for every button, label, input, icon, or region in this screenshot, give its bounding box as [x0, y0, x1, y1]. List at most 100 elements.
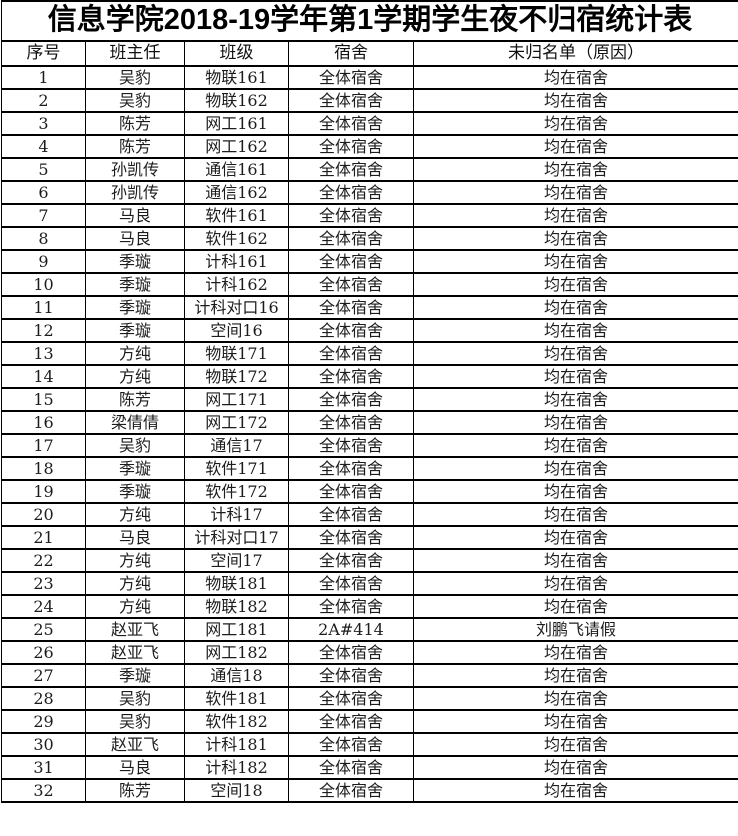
cell-absent-list: 均在宿舍 — [412, 88, 738, 113]
cell-absent-list: 均在宿舍 — [412, 65, 738, 90]
cell-index: 22 — [1, 548, 86, 573]
cell-dorm: 全体宿舍 — [288, 180, 414, 205]
cell-index: 14 — [1, 364, 86, 389]
table-row: 18 季璇 软件171 全体宿舍 均在宿舍 — [1, 456, 738, 481]
table-row: 16 梁倩倩 网工172 全体宿舍 均在宿舍 — [1, 410, 738, 435]
cell-dorm: 全体宿舍 — [288, 525, 414, 550]
column-header-teacher: 班主任 — [85, 40, 185, 67]
cell-dorm: 全体宿舍 — [288, 157, 414, 182]
cell-index: 3 — [1, 111, 86, 136]
cell-index: 15 — [1, 387, 86, 412]
cell-absent-list: 均在宿舍 — [412, 525, 738, 550]
cell-absent-list: 均在宿舍 — [412, 594, 738, 619]
cell-teacher: 吴豹 — [85, 65, 185, 90]
table-row: 31 马良 计科182 全体宿舍 均在宿舍 — [1, 755, 738, 780]
cell-index: 4 — [1, 134, 86, 159]
cell-teacher: 方纯 — [85, 341, 185, 366]
cell-dorm: 全体宿舍 — [288, 134, 414, 159]
cell-dorm: 全体宿舍 — [288, 318, 414, 343]
cell-class: 物联171 — [184, 341, 289, 366]
cell-class: 物联161 — [184, 65, 289, 90]
cell-dorm: 全体宿舍 — [288, 479, 414, 504]
cell-teacher: 方纯 — [85, 594, 185, 619]
table-row: 30 赵亚飞 计科181 全体宿舍 均在宿舍 — [1, 732, 738, 757]
cell-absent-list: 均在宿舍 — [412, 272, 738, 297]
cell-index: 12 — [1, 318, 86, 343]
cell-dorm: 全体宿舍 — [288, 364, 414, 389]
cell-class: 网工181 — [184, 617, 289, 642]
cell-index: 2 — [1, 88, 86, 113]
table-row: 7 马良 软件161 全体宿舍 均在宿舍 — [1, 203, 738, 228]
cell-class: 软件181 — [184, 686, 289, 711]
cell-class: 物联181 — [184, 571, 289, 596]
table-row: 23 方纯 物联181 全体宿舍 均在宿舍 — [1, 571, 738, 596]
cell-teacher: 马良 — [85, 755, 185, 780]
cell-teacher: 马良 — [85, 525, 185, 550]
table-row: 8 马良 软件162 全体宿舍 均在宿舍 — [1, 226, 738, 251]
cell-absent-list: 均在宿舍 — [412, 226, 738, 251]
table-row: 9 季璇 计科161 全体宿舍 均在宿舍 — [1, 249, 738, 274]
cell-index: 19 — [1, 479, 86, 504]
cell-teacher: 陈芳 — [85, 111, 185, 136]
table-row: 10 季璇 计科162 全体宿舍 均在宿舍 — [1, 272, 738, 297]
cell-index: 18 — [1, 456, 86, 481]
table-row: 25 赵亚飞 网工181 2A#414 刘鹏飞请假 — [1, 617, 738, 642]
cell-teacher: 陈芳 — [85, 134, 185, 159]
cell-dorm: 全体宿舍 — [288, 709, 414, 734]
cell-absent-list: 刘鹏飞请假 — [412, 617, 738, 642]
cell-dorm: 全体宿舍 — [288, 433, 414, 458]
dorm-stats-table: 信息学院2018-19学年第1学期学生夜不归宿统计表 序号 班主任 班级 宿舍 … — [0, 0, 738, 803]
cell-teacher: 马良 — [85, 203, 185, 228]
cell-class: 空间16 — [184, 318, 289, 343]
table-row: 4 陈芳 网工162 全体宿舍 均在宿舍 — [1, 134, 738, 159]
cell-teacher: 方纯 — [85, 548, 185, 573]
cell-dorm: 全体宿舍 — [288, 111, 414, 136]
cell-absent-list: 均在宿舍 — [412, 640, 738, 665]
cell-absent-list: 均在宿舍 — [412, 180, 738, 205]
table-row: 1 吴豹 物联161 全体宿舍 均在宿舍 — [1, 65, 738, 90]
cell-absent-list: 均在宿舍 — [412, 111, 738, 136]
cell-teacher: 季璇 — [85, 295, 185, 320]
cell-class: 通信161 — [184, 157, 289, 182]
table-row: 3 陈芳 网工161 全体宿舍 均在宿舍 — [1, 111, 738, 136]
table-row: 15 陈芳 网工171 全体宿舍 均在宿舍 — [1, 387, 738, 412]
cell-teacher: 季璇 — [85, 456, 185, 481]
cell-class: 计科对口16 — [184, 295, 289, 320]
cell-index: 7 — [1, 203, 86, 228]
cell-teacher: 孙凯传 — [85, 157, 185, 182]
cell-teacher: 季璇 — [85, 479, 185, 504]
cell-index: 13 — [1, 341, 86, 366]
cell-class: 物联182 — [184, 594, 289, 619]
table-row: 22 方纯 空间17 全体宿舍 均在宿舍 — [1, 548, 738, 573]
cell-absent-list: 均在宿舍 — [412, 502, 738, 527]
table-row: 26 赵亚飞 网工182 全体宿舍 均在宿舍 — [1, 640, 738, 665]
cell-dorm: 全体宿舍 — [288, 410, 414, 435]
column-header-absent-list: 未归名单（原因） — [412, 40, 738, 67]
cell-dorm: 全体宿舍 — [288, 502, 414, 527]
cell-class: 网工172 — [184, 410, 289, 435]
table-row: 20 方纯 计科17 全体宿舍 均在宿舍 — [1, 502, 738, 527]
table-row: 17 吴豹 通信17 全体宿舍 均在宿舍 — [1, 433, 738, 458]
table-row: 14 方纯 物联172 全体宿舍 均在宿舍 — [1, 364, 738, 389]
cell-dorm: 全体宿舍 — [288, 295, 414, 320]
cell-dorm: 全体宿舍 — [288, 226, 414, 251]
cell-dorm: 全体宿舍 — [288, 640, 414, 665]
cell-dorm: 全体宿舍 — [288, 249, 414, 274]
cell-absent-list: 均在宿舍 — [412, 571, 738, 596]
cell-index: 23 — [1, 571, 86, 596]
cell-dorm: 全体宿舍 — [288, 732, 414, 757]
cell-class: 软件171 — [184, 456, 289, 481]
cell-index: 27 — [1, 663, 86, 688]
cell-index: 30 — [1, 732, 86, 757]
cell-absent-list: 均在宿舍 — [412, 686, 738, 711]
cell-class: 软件161 — [184, 203, 289, 228]
table-row: 24 方纯 物联182 全体宿舍 均在宿舍 — [1, 594, 738, 619]
cell-dorm: 全体宿舍 — [288, 686, 414, 711]
cell-teacher: 孙凯传 — [85, 180, 185, 205]
cell-dorm: 全体宿舍 — [288, 571, 414, 596]
cell-index: 5 — [1, 157, 86, 182]
cell-dorm: 全体宿舍 — [288, 203, 414, 228]
table-row: 6 孙凯传 通信162 全体宿舍 均在宿舍 — [1, 180, 738, 205]
cell-index: 11 — [1, 295, 86, 320]
